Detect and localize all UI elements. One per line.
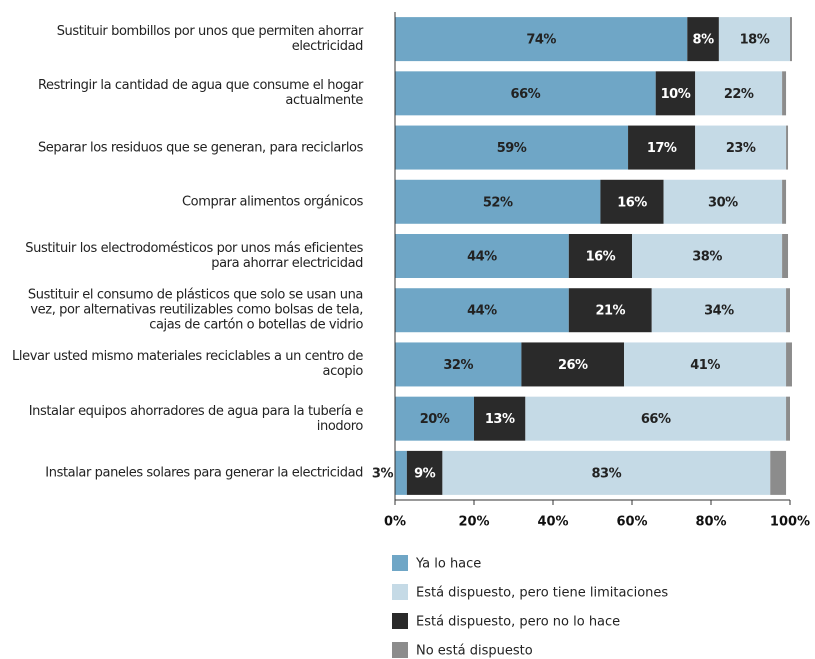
- x-tick-label: 60%: [616, 515, 647, 530]
- bar-segment: [395, 71, 656, 116]
- category-label: Sustituir los electrodomésticos por unos…: [25, 241, 363, 271]
- bar-segment: [395, 288, 569, 333]
- bar-segment: [663, 179, 783, 224]
- value-label: 22%: [724, 87, 754, 102]
- bar-segment: [395, 450, 407, 495]
- bar-segment: [695, 125, 787, 170]
- value-label: 32%: [443, 358, 473, 373]
- bar-segment: [790, 17, 792, 62]
- x-tick-label: 0%: [384, 515, 406, 530]
- bar-segment: [651, 288, 787, 333]
- category-label: Instalar equipos ahorradores de agua par…: [28, 403, 364, 434]
- x-tick-label: 80%: [695, 515, 726, 530]
- value-label: 8%: [693, 33, 715, 48]
- bar-segment: [624, 342, 787, 387]
- x-tick-label: 20%: [458, 515, 489, 530]
- category-label: Restringir la cantidad de agua que consu…: [37, 78, 363, 109]
- bar-segment: [395, 234, 569, 278]
- bar-segment: [406, 450, 443, 495]
- value-label: 10%: [661, 87, 691, 102]
- category-label: Llevar usted mismo materiales reciclable…: [12, 349, 363, 380]
- value-label: 83%: [592, 466, 622, 481]
- legend-label: Está dispuesto, pero no lo hace: [416, 615, 620, 630]
- value-label: 41%: [690, 358, 720, 373]
- bar-segment: [395, 125, 629, 170]
- value-label: 20%: [420, 412, 450, 427]
- x-tick-label: 100%: [770, 515, 810, 530]
- value-label: 59%: [497, 141, 527, 156]
- bar-segment: [782, 234, 789, 278]
- legend-label: Está dispuesto, pero tiene limitaciones: [416, 586, 668, 601]
- bar-segment: [395, 179, 601, 224]
- legend-label: Ya lo hace: [415, 557, 481, 572]
- category-label: Separar los residuos que se generan, par…: [37, 140, 363, 156]
- value-label: 16%: [586, 250, 616, 265]
- category-label: Sustituir el consumo de plásticos que so…: [27, 287, 363, 333]
- value-label: 3%: [372, 466, 394, 481]
- value-label: 38%: [692, 250, 722, 265]
- value-label: 23%: [726, 141, 756, 156]
- value-label: 16%: [617, 195, 647, 210]
- bar-segment: [782, 71, 787, 116]
- bar-segment: [632, 234, 783, 278]
- legend-swatch: [392, 642, 408, 658]
- bar-segment: [718, 17, 790, 62]
- x-tick-label: 40%: [537, 515, 568, 530]
- value-label: 74%: [526, 33, 556, 48]
- value-label: 13%: [485, 412, 515, 427]
- bar-segment: [770, 450, 787, 495]
- legend-swatch: [392, 613, 408, 629]
- bar-segment: [442, 450, 771, 495]
- value-label: 34%: [704, 304, 734, 319]
- bar-segment: [395, 17, 688, 62]
- bar-segment: [786, 288, 790, 333]
- bar-segment: [568, 288, 652, 333]
- value-label: 17%: [647, 141, 677, 156]
- value-label: 44%: [467, 250, 497, 265]
- bar-segment: [695, 71, 783, 116]
- legend-label: No está dispuesto: [416, 644, 533, 659]
- bar-segment: [782, 179, 787, 224]
- bar-segment: [687, 17, 719, 62]
- bar-segment: [525, 396, 787, 441]
- value-label: 30%: [708, 195, 738, 210]
- value-label: 44%: [467, 304, 497, 319]
- bar-segment: [786, 342, 792, 387]
- value-label: 66%: [511, 87, 541, 102]
- category-label: Sustituir bombillos por unos que permite…: [56, 24, 364, 55]
- legend-swatch: [392, 555, 408, 571]
- bar-segment: [655, 71, 696, 116]
- bar-segment: [568, 234, 632, 278]
- bar-segment: [786, 125, 789, 170]
- value-label: 52%: [483, 195, 513, 210]
- bar-segment: [521, 342, 625, 387]
- bar-segment: [786, 396, 790, 441]
- value-label: 9%: [414, 466, 436, 481]
- legend-swatch: [392, 584, 408, 600]
- value-label: 18%: [740, 33, 770, 48]
- bar-segment: [628, 125, 696, 170]
- bar-segment: [395, 342, 522, 387]
- category-label: Instalar paneles solares para generar la…: [45, 465, 363, 481]
- category-label: Comprar alimentos orgánicos: [182, 194, 363, 210]
- value-label: 26%: [558, 358, 588, 373]
- bar-segment: [474, 396, 526, 441]
- bar-segment: [600, 179, 664, 224]
- value-label: 21%: [595, 304, 625, 319]
- bar-segment: [395, 396, 474, 441]
- value-label: 66%: [641, 412, 671, 427]
